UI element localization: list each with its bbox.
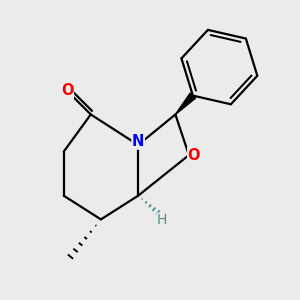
Polygon shape <box>176 93 196 115</box>
Text: H: H <box>157 213 167 227</box>
Text: N: N <box>132 134 144 149</box>
Text: O: O <box>188 148 200 163</box>
Text: O: O <box>61 83 73 98</box>
